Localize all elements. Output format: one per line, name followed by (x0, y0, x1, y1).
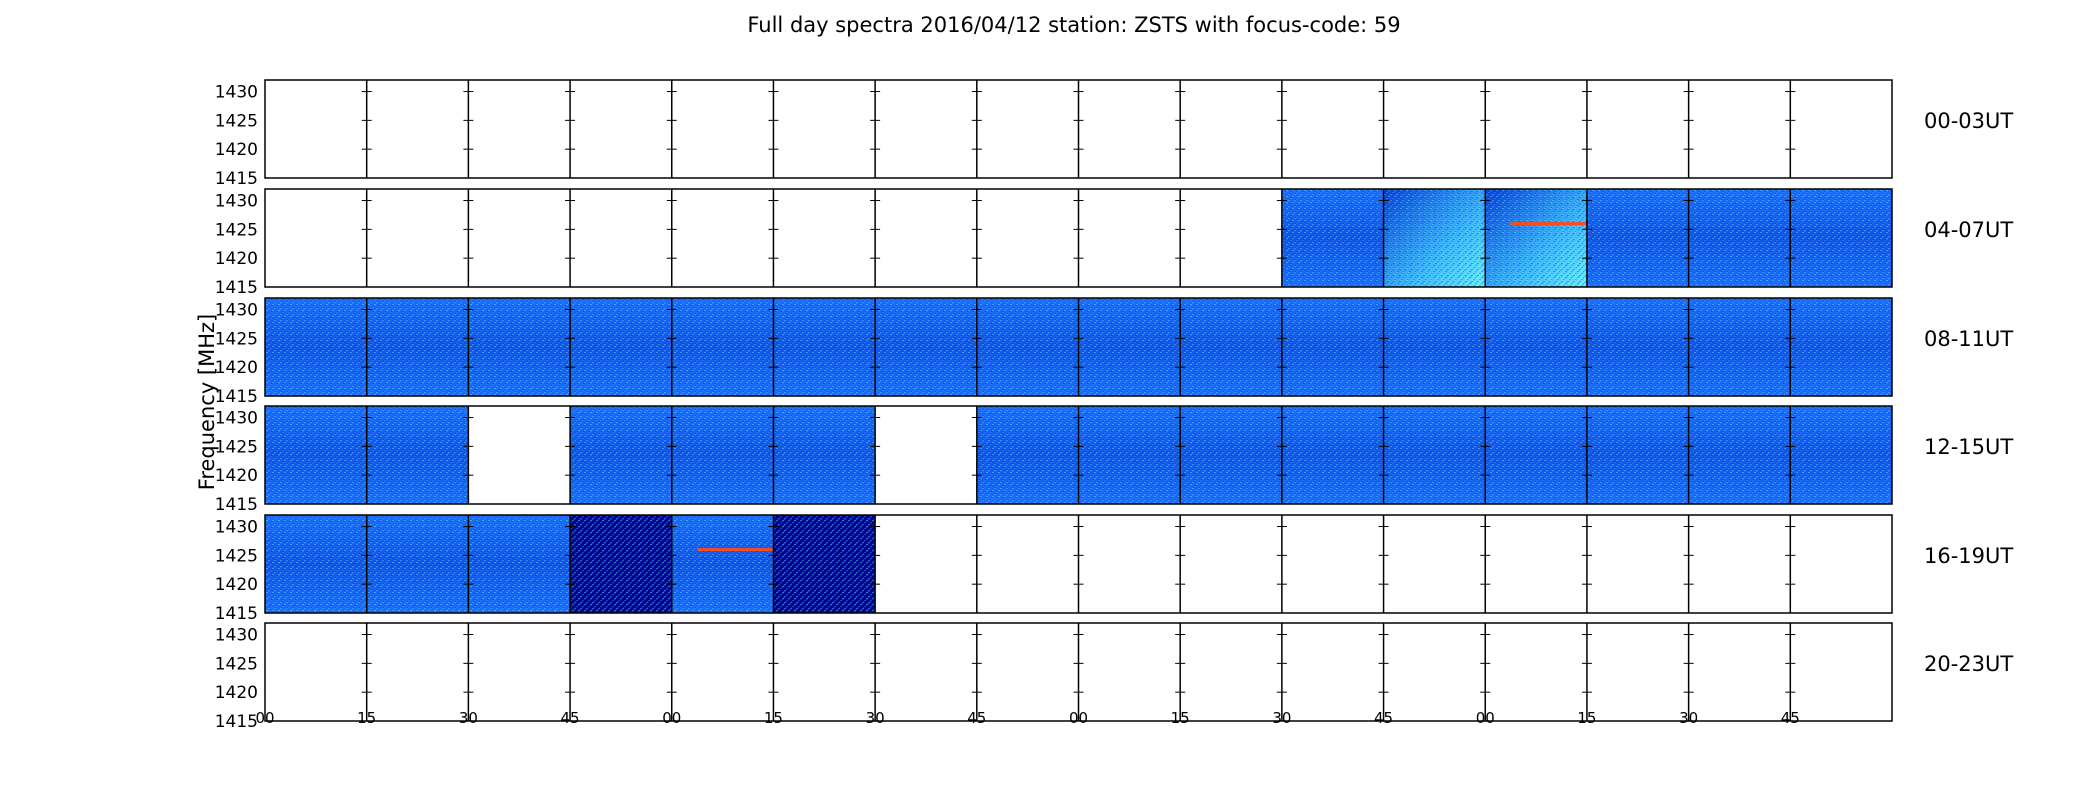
y-tick-label: 1430 (215, 301, 258, 321)
spectrum-panel-noise (1790, 189, 1892, 287)
y-tick-label: 1425 (215, 654, 258, 674)
x-tick-label: 30 (866, 709, 885, 727)
row-time-label: 04-07UT (1924, 218, 2013, 242)
row-time-label: 12-15UT (1924, 435, 2013, 459)
y-tick-label: 1430 (215, 626, 258, 646)
y-tick-label: 1415 (215, 712, 258, 732)
x-tick-label: 30 (1272, 709, 1291, 727)
spectrum-panel-noise (1688, 298, 1791, 396)
x-tick-label: 45 (1781, 709, 1800, 727)
spectrum-panel-noise (1688, 406, 1791, 504)
x-tick-label: 45 (1374, 709, 1393, 727)
x-tick-label: 30 (459, 709, 478, 727)
spectrum-panel-noise (1688, 189, 1791, 287)
spectrum-panel-noise (1078, 298, 1181, 396)
spectrum-panel-noise (366, 406, 469, 504)
spectrum-panel-noise (1790, 298, 1892, 396)
y-tick-label: 1415 (215, 169, 258, 189)
spectrum-panel-noise (1586, 189, 1689, 287)
spectrum-panel-noise (1281, 189, 1384, 287)
x-tick-label: 00 (662, 709, 681, 727)
spectrum-panel-noise (773, 515, 876, 613)
x-tick-label: 30 (1679, 709, 1698, 727)
spectrum-panel-noise (671, 515, 774, 613)
spectrum-panel-noise (1790, 406, 1892, 504)
chart-rows: 143014251420141500-03UT14301425142014150… (215, 79, 2013, 732)
chart-row-04-07UT: 1430 1425 1420 1415 04-07UT (215, 188, 2013, 298)
spectrum-panel-noise (1485, 406, 1587, 504)
y-tick-label: 1425 (215, 329, 258, 349)
spectrum-panel-noise (773, 406, 876, 504)
x-tick-label: 15 (764, 709, 783, 727)
row-time-label: 08-11UT (1924, 327, 2013, 351)
y-tick-label: 1430 (215, 192, 258, 212)
spectrum-panel-noise (1586, 298, 1689, 396)
spectrum-panel-noise (1383, 298, 1486, 396)
spectrum-panel-noise (265, 515, 367, 613)
spectrum-panel-noise (570, 406, 672, 504)
chart-row-00-03UT: 1430 1425 1420 1415 00-03UT (215, 79, 2013, 189)
row-time-label: 20-23UT (1924, 652, 2013, 676)
y-tick-label: 1420 (215, 575, 258, 595)
spectrum-panel-noise (468, 515, 571, 613)
spectrum-panel-noise (570, 515, 672, 613)
spectrum-panel-noise (1180, 406, 1282, 504)
x-tick-label: 15 (1577, 709, 1596, 727)
row-time-label: 00-03UT (1924, 109, 2013, 133)
spectrum-panel-noise (1281, 298, 1384, 396)
spectrum-panel-noise (570, 298, 672, 396)
spectrum-panel-noise (366, 515, 469, 613)
y-tick-label: 1415 (215, 495, 258, 515)
chart-title: Full day spectra 2016/04/12 station: ZST… (747, 13, 1400, 37)
y-tick-label: 1420 (215, 358, 258, 378)
x-tick-label: 45 (561, 709, 580, 727)
spectrum-panel-noise (265, 406, 367, 504)
spectrum-panel-noise (1180, 298, 1282, 396)
y-tick-label: 1425 (215, 111, 258, 131)
chart-row-20-23UT: 1430 1425 1420 1415 20-23UT (215, 622, 2013, 732)
y-tick-label: 1425 (215, 437, 258, 457)
spectrum-panel-noise (671, 298, 774, 396)
spectrum-panel-noise (875, 298, 977, 396)
spectrum-panel-noise (671, 406, 774, 504)
y-tick-label: 1415 (215, 604, 258, 624)
x-tick-label: 00 (255, 709, 274, 727)
chart-row-08-11UT: 1430 1425 1420 1415 08-11UT (215, 297, 2013, 407)
y-tick-label: 1415 (215, 387, 258, 407)
y-axis-label: Frequency [MHz] (195, 314, 219, 490)
chart-row-16-19UT: 1430 1425 1420 1415 16-19UT (215, 514, 2013, 624)
chart-row-12-15UT: 1430 1425 1420 1415 12-15UT (215, 405, 2013, 515)
y-tick-label: 1420 (215, 249, 258, 269)
spectrum-panel-noise (1383, 189, 1486, 287)
y-tick-label: 1430 (215, 83, 258, 103)
y-tick-label: 1430 (215, 409, 258, 429)
spectrum-panel-noise (366, 298, 469, 396)
x-tick-label: 45 (967, 709, 986, 727)
spectrum-panel-noise (773, 298, 876, 396)
row-time-label: 16-19UT (1924, 544, 2013, 568)
y-tick-label: 1425 (215, 220, 258, 240)
y-tick-label: 1420 (215, 140, 258, 160)
y-tick-label: 1420 (215, 466, 258, 486)
spectrum-panel-noise (265, 298, 367, 396)
x-tick-label: 00 (1069, 709, 1088, 727)
x-tick-label: 00 (1476, 709, 1495, 727)
y-tick-label: 1415 (215, 278, 258, 298)
spectrum-panel-noise (1078, 406, 1181, 504)
spectrum-panel-noise (976, 406, 1079, 504)
spectrum-panel-noise (1485, 298, 1587, 396)
spectrum-panel-noise (1281, 406, 1384, 504)
x-tick-label: 15 (1171, 709, 1190, 727)
y-tick-label: 1420 (215, 683, 258, 703)
spectrum-panel-noise (1383, 406, 1486, 504)
spectrum-panel-noise (1586, 406, 1689, 504)
y-tick-label: 1430 (215, 518, 258, 538)
y-tick-label: 1425 (215, 546, 258, 566)
spectrum-panel-noise (976, 298, 1079, 396)
spectrum-panel-noise (1485, 189, 1587, 287)
x-tick-label: 15 (357, 709, 376, 727)
spectrum-panel-noise (468, 298, 571, 396)
